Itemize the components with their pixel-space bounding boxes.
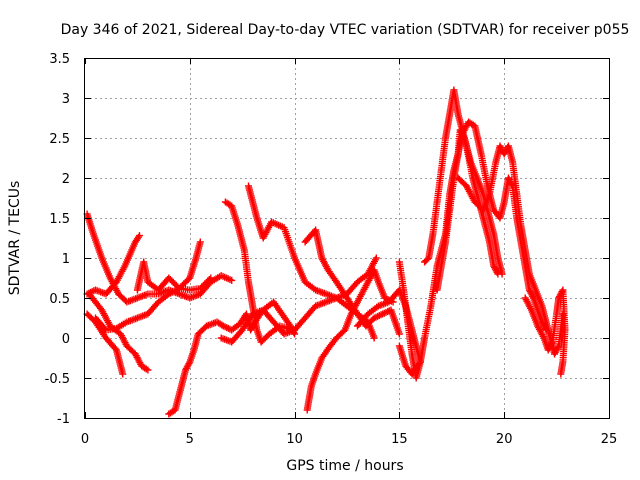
plus-markers — [83, 232, 143, 298]
x-axis-label: GPS time / hours — [286, 458, 403, 474]
y-tick-label: 3.5 — [49, 52, 70, 67]
plus-markers — [85, 290, 152, 374]
x-tick-label: 15 — [391, 432, 408, 447]
y-axis-label: SDTVAR / TECUs — [7, 181, 23, 296]
series-satellite-track-k — [301, 226, 403, 338]
chart-title: Day 346 of 2021, Sidereal Day-to-day VTE… — [61, 22, 630, 38]
plus-markers — [92, 274, 215, 334]
series-satellite-track-f — [133, 238, 204, 294]
y-tick-label: 1.5 — [49, 212, 70, 227]
plus-markers — [303, 266, 397, 414]
series-satellite-track-d — [85, 290, 152, 374]
series-satellite-track-g — [165, 298, 299, 418]
plus-markers — [301, 226, 403, 338]
x-tick-label: 10 — [286, 432, 303, 447]
plot-frame — [84, 58, 610, 419]
series-satellite-track-e — [92, 274, 215, 334]
series-satellite-track-b — [83, 232, 143, 298]
x-tick-label: 5 — [186, 432, 194, 447]
plus-markers — [421, 86, 502, 278]
series-satellite-track-l — [303, 266, 397, 414]
x-tick-label: 25 — [601, 432, 618, 447]
y-tick-label: -1 — [57, 412, 70, 427]
x-tick-label: 20 — [496, 432, 513, 447]
y-tick-label: 0 — [62, 332, 70, 347]
y-tick-label: 1 — [62, 252, 70, 267]
y-tick-label: 0.5 — [49, 292, 70, 307]
plus-markers — [165, 298, 299, 418]
plus-markers — [521, 286, 569, 378]
x-tick-label: 0 — [81, 432, 89, 447]
plus-markers — [133, 238, 204, 294]
y-tick-label: 2.5 — [49, 132, 70, 147]
series-satellite-track-r — [521, 286, 569, 378]
plus-markers — [221, 198, 299, 346]
series-satellite-track-q — [454, 142, 567, 358]
y-tick-label: 3 — [62, 92, 70, 107]
data-series — [83, 86, 569, 418]
axis-ticks: 0 5 10 15 20 25 -1 -0.5 0 0.5 1 1.5 2 2.5 3 3.5 — [45, 52, 618, 447]
series-satellite-track-o — [421, 86, 502, 278]
y-tick-label: -0.5 — [45, 372, 70, 387]
series-satellite-track-c — [83, 310, 127, 378]
plus-markers — [454, 142, 567, 358]
gridlines — [85, 58, 609, 418]
plus-markers — [83, 310, 127, 378]
y-tick-label: 2 — [62, 172, 70, 187]
series-satellite-track-h — [221, 198, 299, 346]
